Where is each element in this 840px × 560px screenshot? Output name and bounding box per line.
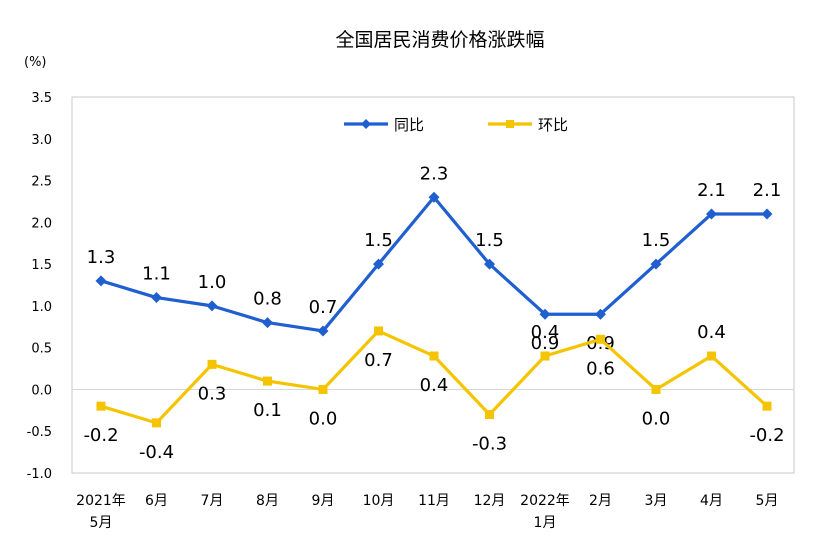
data-point xyxy=(650,258,662,270)
data-label: 0.4 xyxy=(420,375,449,396)
data-point xyxy=(707,351,716,361)
data-label: 1.3 xyxy=(87,247,116,268)
data-label: 1.1 xyxy=(142,264,171,285)
series-yoy: 1.31.11.00.80.71.52.31.50.90.91.52.12.1 xyxy=(87,163,782,354)
x-tick-label: 2022年 1月 xyxy=(520,493,570,531)
data-label: 0.4 xyxy=(697,322,726,343)
y-tick-label: 2.0 xyxy=(31,216,52,231)
legend: 同比 环比 xyxy=(344,116,568,134)
data-point xyxy=(263,376,272,386)
y-tick-label: 3.5 xyxy=(31,91,52,106)
data-point xyxy=(373,258,384,270)
legend-item-yoy: 同比 xyxy=(344,116,424,134)
data-point xyxy=(761,208,773,220)
x-tick-label: 3月 xyxy=(645,493,668,509)
x-tick-label: 6月 xyxy=(145,493,168,509)
y-axis-ticks: 3.5 3.0 2.5 2.0 1.5 1.0 0.5 0.0 -0.5 -1.0 xyxy=(27,91,52,482)
x-tick-label: 9月 xyxy=(312,493,335,509)
data-label: 1.5 xyxy=(364,230,393,251)
data-point xyxy=(762,401,772,411)
data-label: -0.4 xyxy=(139,442,174,463)
data-point xyxy=(485,410,494,420)
data-point xyxy=(540,351,550,361)
data-point xyxy=(151,292,162,304)
x-tick-label: 7月 xyxy=(201,493,224,509)
data-point xyxy=(206,300,218,312)
data-label: 0.7 xyxy=(364,350,393,371)
x-tick-label: 2月 xyxy=(589,493,612,509)
x-tick-label: 10月 xyxy=(363,493,395,509)
data-label: 0.1 xyxy=(253,400,282,421)
data-label: 0.9 xyxy=(531,333,560,354)
data-label: -0.2 xyxy=(83,425,118,446)
x-axis-ticks: 2021年 5月 6月 7月 8月 9月 10月 11月 12月 2022年 1月 2月 3月 4月 5月 xyxy=(76,493,778,531)
data-label: 2.3 xyxy=(420,163,449,184)
data-point xyxy=(539,308,551,320)
data-point xyxy=(651,384,661,394)
data-label: 1.0 xyxy=(198,272,227,293)
data-label: 1.5 xyxy=(475,230,504,251)
legend-item-mom: 环比 xyxy=(488,116,568,134)
data-point xyxy=(595,308,606,320)
chart-title: 全国居民消费价格涨跌幅 xyxy=(335,29,544,51)
data-point xyxy=(95,275,107,287)
data-point xyxy=(152,418,161,428)
data-point xyxy=(317,325,329,337)
y-unit-label: (%) xyxy=(24,55,47,70)
series-layer: 1.31.11.00.80.71.52.31.50.90.91.52.12.1-… xyxy=(83,163,784,463)
data-label: 0.6 xyxy=(586,358,615,379)
data-point xyxy=(706,208,717,220)
data-point xyxy=(318,384,328,394)
legend-label: 环比 xyxy=(538,116,568,134)
data-label: 0.3 xyxy=(198,383,227,404)
data-point xyxy=(596,334,605,344)
data-point xyxy=(374,326,383,336)
y-tick-label: 1.0 xyxy=(31,300,52,315)
data-point xyxy=(262,317,273,329)
y-tick-label: 1.5 xyxy=(31,258,52,273)
y-tick-label: -1.0 xyxy=(27,467,52,482)
x-tick-label: 2021年 5月 xyxy=(76,493,126,531)
data-label: 2.1 xyxy=(753,180,782,201)
legend-label: 同比 xyxy=(394,116,424,134)
x-tick-label: 8月 xyxy=(256,493,279,509)
y-tick-label: 2.5 xyxy=(31,175,52,190)
data-point xyxy=(96,401,106,411)
data-label: 0.0 xyxy=(309,408,338,429)
data-label: -0.2 xyxy=(749,425,784,446)
data-point xyxy=(484,258,495,270)
y-tick-label: 0.5 xyxy=(31,342,52,357)
plot-area-frame xyxy=(71,96,795,474)
y-tick-label: -0.5 xyxy=(27,425,52,440)
data-point xyxy=(207,359,217,369)
data-label: 0.0 xyxy=(642,408,671,429)
series-mom: -0.2 -0.4 0.3 0.1 0.0 0.7 0.4 -0.3 0.4 0.6 0.0 0.4 -… xyxy=(83,322,784,463)
data-label: 0.8 xyxy=(253,289,282,310)
legend-marker xyxy=(506,120,514,128)
data-label: 1.5 xyxy=(642,230,671,251)
data-label: 0.7 xyxy=(309,297,338,318)
x-tick-label: 5月 xyxy=(756,493,779,509)
data-point xyxy=(428,191,440,203)
series-line xyxy=(100,195,767,333)
data-label: -0.3 xyxy=(472,434,507,455)
y-tick-label: 3.0 xyxy=(31,133,52,148)
legend-marker xyxy=(361,119,371,129)
x-tick-label: 4月 xyxy=(700,493,723,509)
y-tick-label: 0.0 xyxy=(31,383,52,398)
x-tick-label: 12月 xyxy=(474,493,506,509)
data-label: 0.4 xyxy=(531,322,560,343)
data-label: 2.1 xyxy=(697,180,726,201)
data-point xyxy=(429,351,439,361)
x-tick-label: 11月 xyxy=(418,493,450,509)
